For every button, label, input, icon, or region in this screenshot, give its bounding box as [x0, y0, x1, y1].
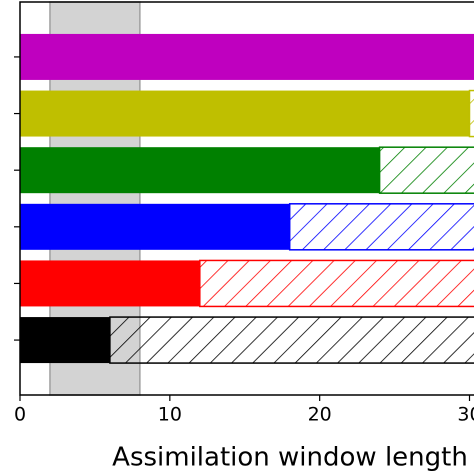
x-axis-label: Assimilation window length: [112, 443, 468, 473]
x-tick-label: 30: [457, 404, 474, 426]
bar-hatched: [468, 89, 474, 138]
bar-solid: [20, 33, 474, 80]
x-tick-label: 0: [14, 404, 26, 426]
x-tick-label: 20: [308, 404, 332, 426]
axes-frame: [19, 1, 474, 396]
bar-solid: [20, 260, 200, 307]
bar-hatched: [288, 203, 474, 251]
bar-solid: [20, 203, 290, 250]
bar-hatched: [378, 146, 474, 194]
bar-hatched: [109, 316, 474, 364]
bar-solid: [20, 317, 110, 364]
bar-solid: [20, 90, 470, 137]
bar-solid: [20, 147, 380, 194]
bar-hatched: [199, 259, 474, 308]
x-tick-label: 10: [158, 404, 182, 426]
